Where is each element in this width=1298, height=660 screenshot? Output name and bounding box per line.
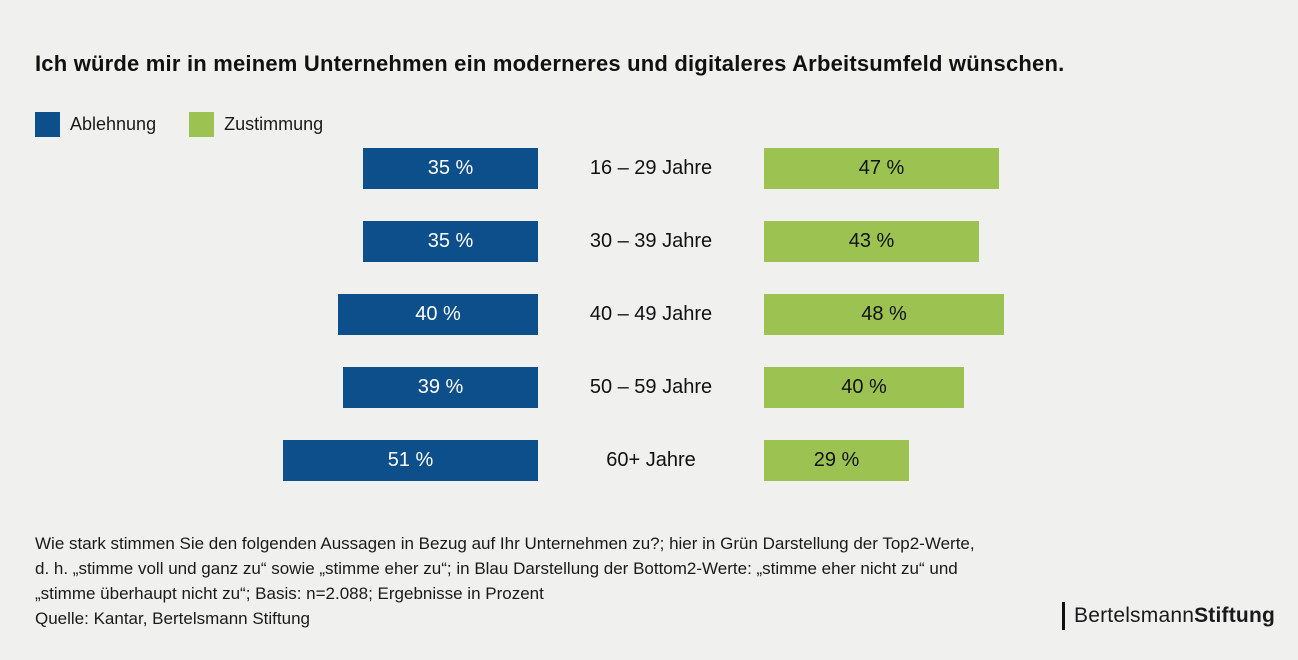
- legend-label-zustimmung: Zustimmung: [224, 114, 324, 134]
- source-line: Quelle: Kantar, Bertelsmann Stiftung: [35, 609, 310, 628]
- zustimmung-zone: 40 %: [764, 367, 1264, 408]
- bar-zustimmung: 29 %: [764, 440, 909, 481]
- bar-ablehnung: 39 %: [343, 367, 538, 408]
- age-group-label: 40 – 49 Jahre: [589, 303, 713, 325]
- ablehnung-zone: 35 %: [32, 221, 538, 262]
- ablehnung-zone: 40 %: [32, 294, 538, 335]
- bar-zustimmung: 48 %: [764, 294, 1004, 335]
- chart-row: 39 % 50 – 59 Jahre 40 %: [32, 367, 1264, 408]
- bar-zustimmung: 40 %: [764, 367, 964, 408]
- legend-item-zustimmung: Zustimmung: [189, 112, 323, 137]
- legend: Ablehnung Zustimmung: [35, 112, 323, 137]
- zustimmung-zone: 29 %: [764, 440, 1264, 481]
- bar-ablehnung: 35 %: [363, 148, 538, 189]
- chart-row: 51 % 60+ Jahre 29 %: [32, 440, 1264, 481]
- footnote-line: „stimme überhaupt nicht zu“; Basis: n=2.…: [35, 584, 544, 603]
- logo-text-regular: Bertelsmann: [1074, 604, 1195, 627]
- legend-swatch-zustimmung: [189, 112, 215, 137]
- zustimmung-zone: 43 %: [764, 221, 1264, 262]
- bar-zustimmung: 47 %: [764, 148, 999, 189]
- zustimmung-zone: 47 %: [764, 148, 1264, 189]
- logo-text-bold: Stiftung: [1194, 604, 1275, 627]
- zustimmung-zone: 48 %: [764, 294, 1264, 335]
- logo-text: BertelsmannStiftung: [1074, 604, 1275, 628]
- age-group-label: 30 – 39 Jahre: [589, 230, 713, 252]
- age-group-label: 16 – 29 Jahre: [589, 157, 713, 179]
- chart-row: 40 % 40 – 49 Jahre 48 %: [32, 294, 1264, 335]
- legend-swatch-ablehnung: [35, 112, 60, 137]
- chart-row: 35 % 30 – 39 Jahre 43 %: [32, 221, 1264, 262]
- bar-ablehnung: 51 %: [283, 440, 538, 481]
- ablehnung-zone: 51 %: [32, 440, 538, 481]
- bar-ablehnung: 40 %: [338, 294, 538, 335]
- chart-rows: 35 % 16 – 29 Jahre 47 % 35 % 30 – 39 Jahre 43…: [32, 148, 1264, 513]
- chart-row: 35 % 16 – 29 Jahre 47 %: [32, 148, 1264, 189]
- logo-rule: [1062, 602, 1065, 630]
- legend-item-ablehnung: Ablehnung: [35, 112, 156, 137]
- bar-ablehnung: 35 %: [363, 221, 538, 262]
- age-group-label: 60+ Jahre: [606, 449, 696, 471]
- ablehnung-zone: 35 %: [32, 148, 538, 189]
- chart-title: Ich würde mir in meinem Unternehmen ein …: [35, 51, 1065, 76]
- footnote-line: d. h. „stimme voll und ganz zu“ sowie „s…: [35, 559, 958, 578]
- footnote-line: Wie stark stimmen Sie den folgenden Auss…: [35, 534, 975, 553]
- bertelsmann-stiftung-logo: BertelsmannStiftung: [1062, 602, 1275, 630]
- age-group-label: 50 – 59 Jahre: [589, 376, 713, 398]
- bar-zustimmung: 43 %: [764, 221, 979, 262]
- ablehnung-zone: 39 %: [32, 367, 538, 408]
- legend-label-ablehnung: Ablehnung: [70, 114, 157, 134]
- footnote: Wie stark stimmen Sie den folgenden Auss…: [35, 531, 975, 631]
